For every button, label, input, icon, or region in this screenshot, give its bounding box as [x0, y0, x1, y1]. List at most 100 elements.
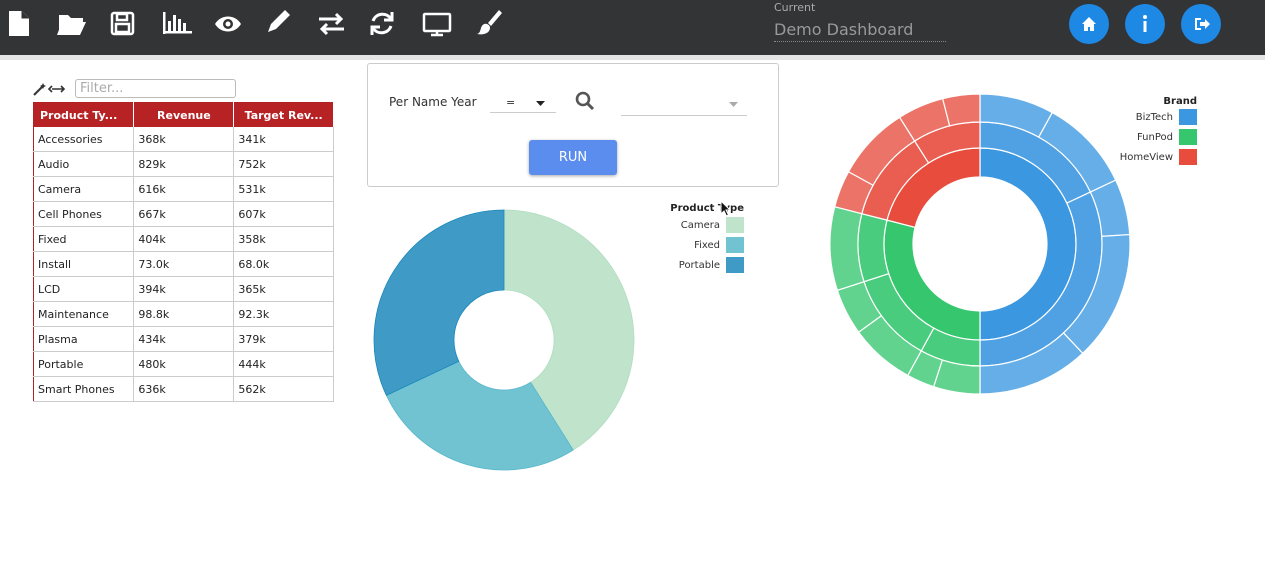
table-row: Accessories 368k 341k: [33, 127, 334, 152]
legend-swatch: [726, 237, 744, 253]
home-button[interactable]: [1069, 4, 1109, 44]
swap-icon[interactable]: [319, 12, 344, 36]
operator-select[interactable]: =: [490, 92, 556, 113]
legend-swatch: [726, 217, 744, 233]
table-cell: Portable: [33, 351, 135, 377]
legend-label: BizTech: [1136, 112, 1173, 123]
legend-label: Camera: [681, 220, 720, 231]
toolbar: Current Demo Dashboard: [0, 0, 1265, 55]
info-icon: [1143, 15, 1147, 32]
current-label: Current: [774, 1, 816, 14]
open-icon[interactable]: [57, 15, 86, 35]
legend-swatch: [1179, 149, 1197, 165]
legend-label: Portable: [679, 260, 720, 271]
toolbar-icons: [9, 10, 502, 37]
preview-icon[interactable]: [215, 16, 241, 32]
caret: [729, 102, 738, 107]
legend-swatch: [1179, 129, 1197, 145]
info-button[interactable]: [1125, 4, 1165, 44]
home-icon: [1082, 17, 1096, 31]
table-cell: 636k: [133, 376, 235, 402]
table-cell: Maintenance: [33, 301, 135, 327]
sunburst-segment: [836, 280, 883, 334]
table-cell: LCD: [33, 276, 135, 302]
sunburst-segment: [1037, 111, 1117, 193]
table-cell: Accessories: [33, 127, 135, 152]
table-row: Smart Phones 636k 562k: [33, 376, 334, 402]
filter-panel: Per Name Year = RUN: [367, 63, 779, 187]
table-cell: 531k: [233, 176, 334, 202]
value-select[interactable]: [621, 92, 747, 116]
refresh-icon[interactable]: [370, 12, 394, 35]
donut-slice: [385, 360, 574, 471]
table-cell: 434k: [133, 326, 235, 352]
logout-button[interactable]: [1181, 4, 1221, 44]
separator: [0, 55, 1265, 60]
table-row: Plasma 434k 379k: [33, 326, 334, 352]
logout-icon: [1195, 18, 1210, 30]
sunburst-segment: [1089, 179, 1131, 237]
sunburst-segment: [833, 170, 874, 215]
table-cell: 368k: [133, 127, 235, 152]
table-filter[interactable]: Filter...: [75, 79, 236, 98]
table-cell: 365k: [233, 276, 334, 302]
legend-label: HomeView: [1120, 152, 1173, 163]
sunburst-segment: [1062, 233, 1131, 355]
table-cell: 752k: [233, 151, 334, 177]
operator-value: =: [506, 96, 516, 109]
sunburst-segment: [979, 121, 1092, 204]
theme-icon[interactable]: [477, 10, 502, 35]
column-header: Target Rev...: [233, 102, 334, 127]
table-header: Product Ty... Revenue Target Rev...: [33, 102, 334, 127]
dashboard-name[interactable]: Demo Dashboard: [774, 20, 946, 42]
table-cell: 98.8k: [133, 301, 235, 327]
new-icon[interactable]: [9, 11, 29, 36]
table-cell: 562k: [233, 376, 334, 402]
table-row: LCD 394k 365k: [33, 276, 334, 302]
legend-label: Fixed: [694, 240, 720, 251]
chart-icon[interactable]: [163, 12, 192, 34]
table-row: Cell Phones 667k 607k: [33, 201, 334, 227]
search-icon[interactable]: [574, 90, 598, 114]
sunburst-segment: [857, 314, 923, 377]
table-cell: Camera: [33, 176, 135, 202]
donut-slice: [503, 209, 635, 451]
run-button[interactable]: RUN: [529, 140, 617, 175]
sunburst-segment: [932, 359, 981, 395]
sunburst-segment: [979, 332, 1084, 395]
sunburst-segment: [979, 147, 1077, 341]
sunburst-segment: [941, 93, 981, 127]
table-cell: Cell Phones: [33, 201, 135, 227]
table-cell: 341k: [233, 127, 334, 152]
caret: [536, 101, 545, 106]
table-cell: Plasma: [33, 326, 135, 352]
edit-icon[interactable]: [268, 10, 290, 32]
table-cell: 404k: [133, 226, 235, 252]
mouse-cursor: [720, 200, 732, 217]
present-icon[interactable]: [422, 12, 452, 37]
table-cell: Install: [33, 251, 135, 277]
legend-swatch: [1179, 109, 1197, 125]
table-cell: 92.3k: [233, 301, 334, 327]
sunburst-segment: [863, 272, 935, 352]
table-row: Portable 480k 444k: [33, 351, 334, 377]
table-row: Maintenance 98.8k 92.3k: [33, 301, 334, 327]
table-row: Audio 829k 752k: [33, 151, 334, 177]
sunburst-segment: [979, 191, 1103, 367]
sunburst-segment: [847, 116, 916, 187]
table-cell: Smart Phones: [33, 376, 135, 402]
data-table: Product Ty... Revenue Target Rev... Access…: [33, 102, 334, 402]
save-icon[interactable]: [110, 11, 135, 36]
table-cell: Audio: [33, 151, 135, 177]
sunburst-segment: [883, 219, 981, 341]
table-cell: 480k: [133, 351, 235, 377]
table-row: Install 73.0k 68.0k: [33, 251, 334, 277]
table-cell: 379k: [233, 326, 334, 352]
sunburst-segment: [898, 97, 951, 142]
sunburst-segment: [886, 147, 981, 229]
table-row: Camera 616k 531k: [33, 176, 334, 202]
table-cell: 444k: [233, 351, 334, 377]
table-cell: 394k: [133, 276, 235, 302]
sunburst-segment: [920, 327, 981, 367]
table-cell: 667k: [133, 201, 235, 227]
